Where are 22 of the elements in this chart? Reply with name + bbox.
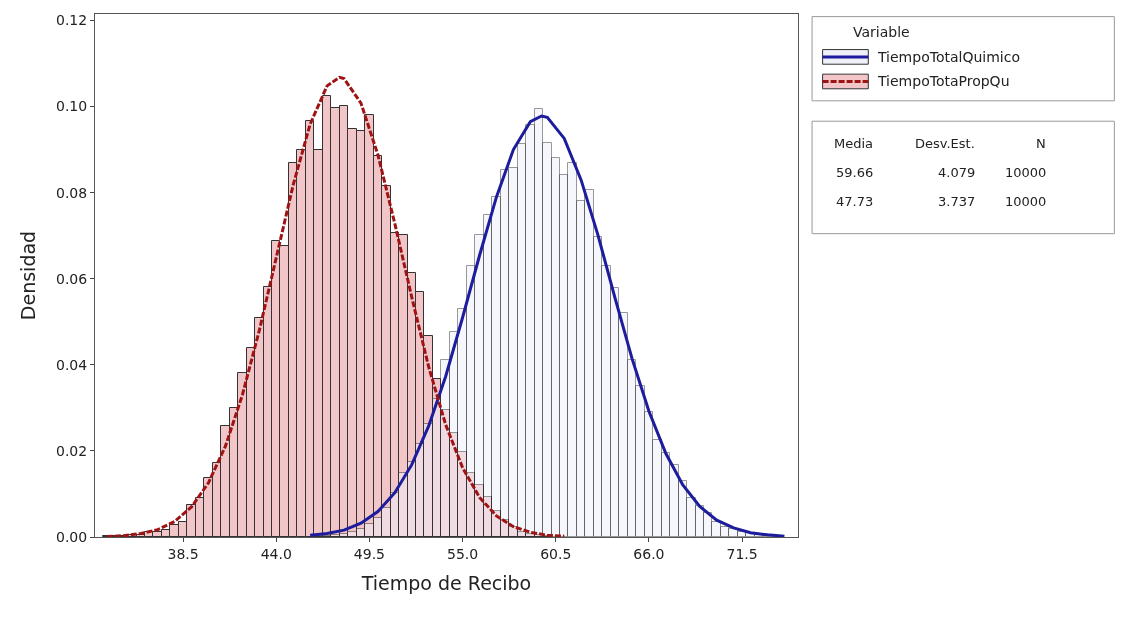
x-axis-title: Tiempo de Recibo <box>360 571 532 594</box>
y-tick-label: 0.02 <box>56 442 88 459</box>
text: 59.66 4.079 10000 <box>836 165 1047 180</box>
y-axis-title: Densidad <box>16 230 39 321</box>
y-tick-label: 0.00 <box>56 528 88 545</box>
y-tick-label: 0.08 <box>56 184 88 201</box>
x-tick-label: 55.0 <box>447 545 479 562</box>
x-tick-label: 38.5 <box>167 545 199 562</box>
x-tick-label: 44.0 <box>260 545 292 562</box>
y-tick-label: 0.04 <box>56 356 88 373</box>
x-tick-label: 71.5 <box>726 545 758 562</box>
legend-label: TiempoTotaPropQu <box>877 73 1010 89</box>
x-tick-label: 49.5 <box>353 545 386 562</box>
x-tick-label: 60.5 <box>540 545 572 562</box>
y-tick-label: 0.10 <box>56 98 88 115</box>
text: Media Desv.Est. N <box>834 136 1046 151</box>
x-tick-label: 66.0 <box>633 545 665 562</box>
text: 47.73 3.737 10000 <box>836 194 1047 209</box>
y-tick-label: 0.06 <box>56 270 88 287</box>
legend-title: Variable <box>853 24 910 40</box>
legend-label: TiempoTotalQuimico <box>877 49 1020 65</box>
y-tick-label: 0.12 <box>56 12 88 29</box>
